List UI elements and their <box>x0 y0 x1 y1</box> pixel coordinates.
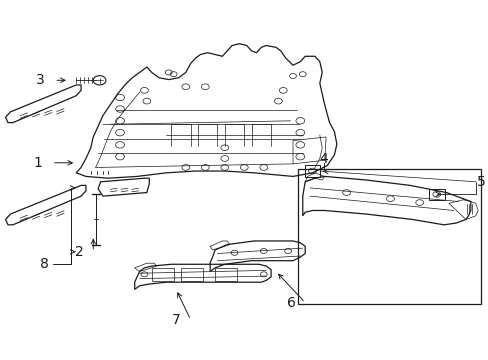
Text: 6: 6 <box>286 296 295 310</box>
Text: 1: 1 <box>33 156 42 170</box>
Text: 4: 4 <box>319 152 327 166</box>
Text: 2: 2 <box>75 245 83 259</box>
Bar <box>428 189 444 200</box>
Bar <box>304 165 320 177</box>
Bar <box>215 268 237 282</box>
Text: 3: 3 <box>36 73 44 87</box>
Text: 8: 8 <box>40 257 49 271</box>
Bar <box>297 169 480 304</box>
Text: 7: 7 <box>172 313 181 327</box>
Bar <box>181 268 203 282</box>
Bar <box>151 268 173 282</box>
Text: 5: 5 <box>476 175 485 189</box>
